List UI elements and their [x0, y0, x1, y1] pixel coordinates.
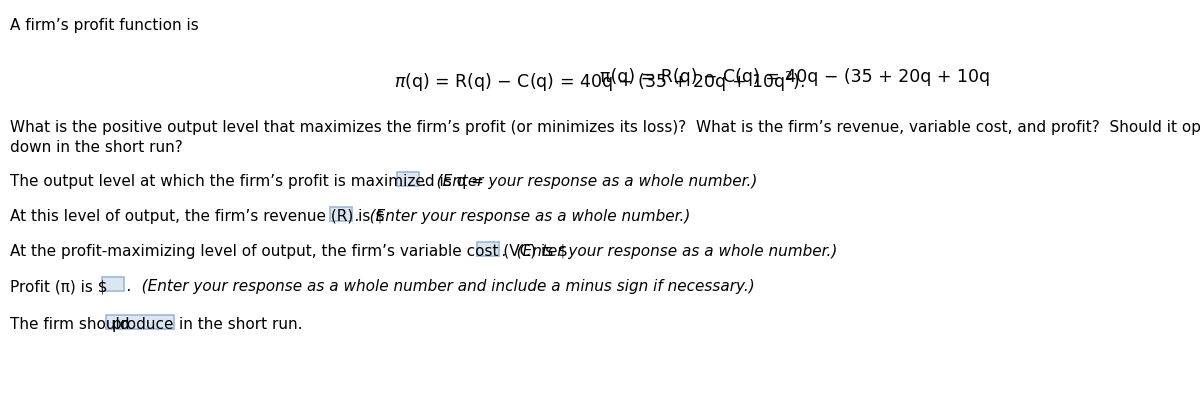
Text: At this level of output, the firm’s revenue (R) is $: At this level of output, the firm’s reve…	[10, 209, 385, 224]
Text: At the profit-maximizing level of output, the firm’s variable cost (VC) is $: At the profit-maximizing level of output…	[10, 244, 568, 259]
Text: $\pi$(q) = R(q) $-$ C(q) = 40q $-$ (35 + 20q + 10q$^{2}$).: $\pi$(q) = R(q) $-$ C(q) = 40q $-$ (35 +…	[395, 70, 805, 94]
Bar	[107, 315, 174, 329]
Text: What is the positive output level that maximizes the firm’s profit (or minimizes: What is the positive output level that m…	[10, 120, 1200, 135]
Bar	[397, 172, 420, 186]
Text: π(q) = R(q) − C(q) = 40q − (35 + 20q + 10q: π(q) = R(q) − C(q) = 40q − (35 + 20q + 1…	[600, 68, 990, 86]
Bar	[102, 277, 125, 291]
Text: .  (Enter your response as a whole number.): . (Enter your response as a whole number…	[355, 209, 690, 224]
Text: .  (Enter your response as a whole number.): . (Enter your response as a whole number…	[422, 174, 758, 189]
Text: A firm’s profit function is: A firm’s profit function is	[10, 18, 199, 33]
Text: down in the short run?: down in the short run?	[10, 140, 182, 155]
Text: Profit (π) is $: Profit (π) is $	[10, 279, 108, 294]
Bar	[330, 207, 352, 221]
Text: The firm should: The firm should	[10, 317, 130, 332]
Text: The output level at which the firm’s profit is maximized is q =: The output level at which the firm’s pro…	[10, 174, 484, 189]
Bar	[478, 242, 499, 256]
Text: .  (Enter your response as a whole number.): . (Enter your response as a whole number…	[503, 244, 838, 259]
Text: in the short run.: in the short run.	[179, 317, 302, 332]
Text: produce: produce	[112, 317, 174, 332]
Text: .  (Enter your response as a whole number and include a minus sign if necessary.: . (Enter your response as a whole number…	[127, 279, 755, 294]
